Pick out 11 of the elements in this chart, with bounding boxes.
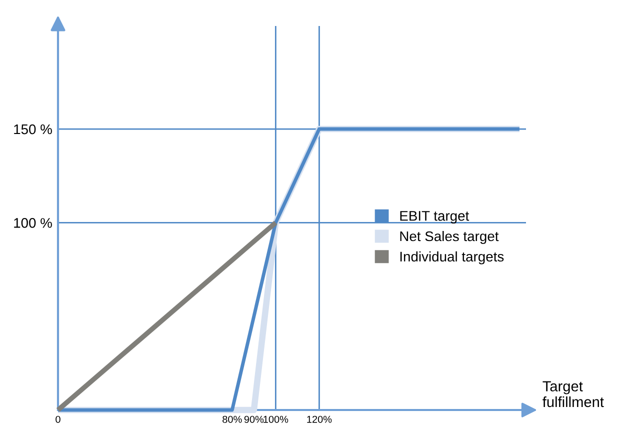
x-tick-label: 80% [222,416,242,423]
legend-label: Individual targets [400,251,504,264]
y-tick-label: 150 % [14,124,52,134]
x-tick-label: 0 [56,416,60,423]
x-tick-label: 90% [244,416,264,423]
x-tick-label: 100% [264,416,288,423]
x-tick-label: 120% [307,416,332,423]
x-axis-title: Target fulfillment [542,381,604,408]
legend-label: EBIT target [400,211,470,224]
legend-label: Net Sales target [400,230,499,244]
y-tick-label: 100 % [14,218,52,228]
